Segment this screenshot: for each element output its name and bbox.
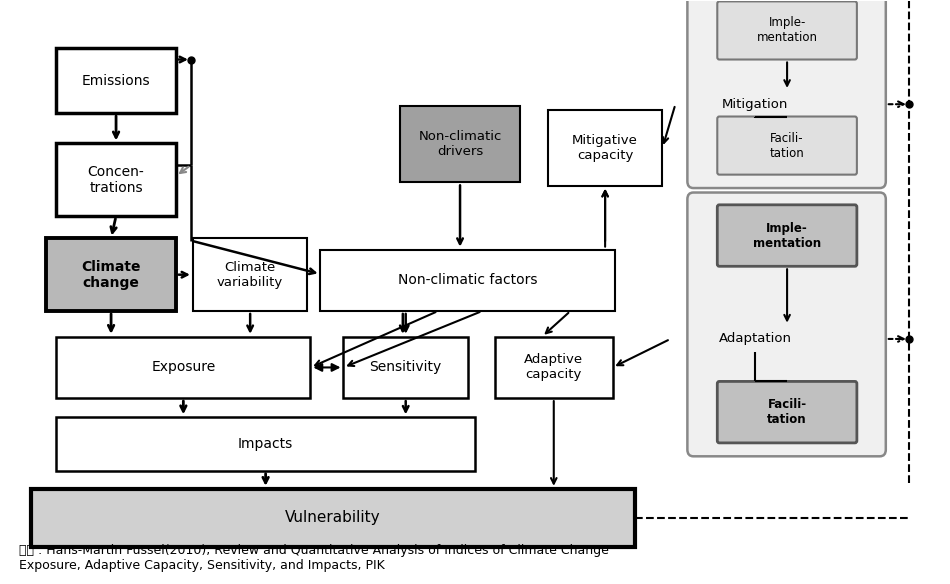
Text: Imple-
mentation: Imple- mentation [753, 221, 821, 249]
FancyBboxPatch shape [717, 1, 857, 60]
Bar [47, 238, 176, 311]
Bar [56, 337, 311, 398]
FancyBboxPatch shape [717, 381, 857, 443]
Text: Adaptation: Adaptation [719, 332, 791, 346]
Bar [56, 417, 475, 471]
Bar [343, 337, 468, 398]
Text: Facili-
tation: Facili- tation [770, 131, 805, 159]
FancyBboxPatch shape [688, 193, 885, 456]
Text: Mitigation: Mitigation [722, 98, 788, 111]
FancyBboxPatch shape [688, 0, 885, 188]
Text: Mitigative
capacity: Mitigative capacity [572, 134, 638, 162]
Text: Climate
variability: Climate variability [217, 260, 283, 288]
Bar [495, 337, 613, 398]
Text: Concen-
trations: Concen- trations [87, 165, 144, 195]
Text: Exposure: Exposure [151, 360, 216, 374]
Text: Vulnerability: Vulnerability [285, 510, 381, 525]
Text: Adaptive
capacity: Adaptive capacity [524, 353, 583, 381]
Bar [193, 238, 308, 311]
Bar [56, 48, 176, 113]
Text: Facili-
tation: Facili- tation [768, 398, 807, 426]
Text: Non-climatic
drivers: Non-climatic drivers [418, 130, 502, 158]
Text: Emissions: Emissions [82, 74, 150, 88]
Text: Sensitivity: Sensitivity [370, 360, 442, 374]
Bar [320, 249, 615, 311]
FancyBboxPatch shape [717, 117, 857, 175]
Text: Non-climatic factors: Non-climatic factors [398, 273, 538, 287]
Text: 자료 : Hans-Martin Fussel(2010), Review and Quantitative Analysis of Indices of Cl: 자료 : Hans-Martin Fussel(2010), Review an… [19, 544, 609, 572]
Bar [400, 106, 520, 182]
Text: Climate
change: Climate change [82, 259, 141, 290]
Bar [56, 143, 176, 216]
Bar [548, 110, 662, 186]
Text: Imple-
mentation: Imple- mentation [756, 16, 818, 44]
Bar [31, 489, 635, 547]
Text: Impacts: Impacts [238, 437, 294, 451]
FancyBboxPatch shape [717, 205, 857, 266]
